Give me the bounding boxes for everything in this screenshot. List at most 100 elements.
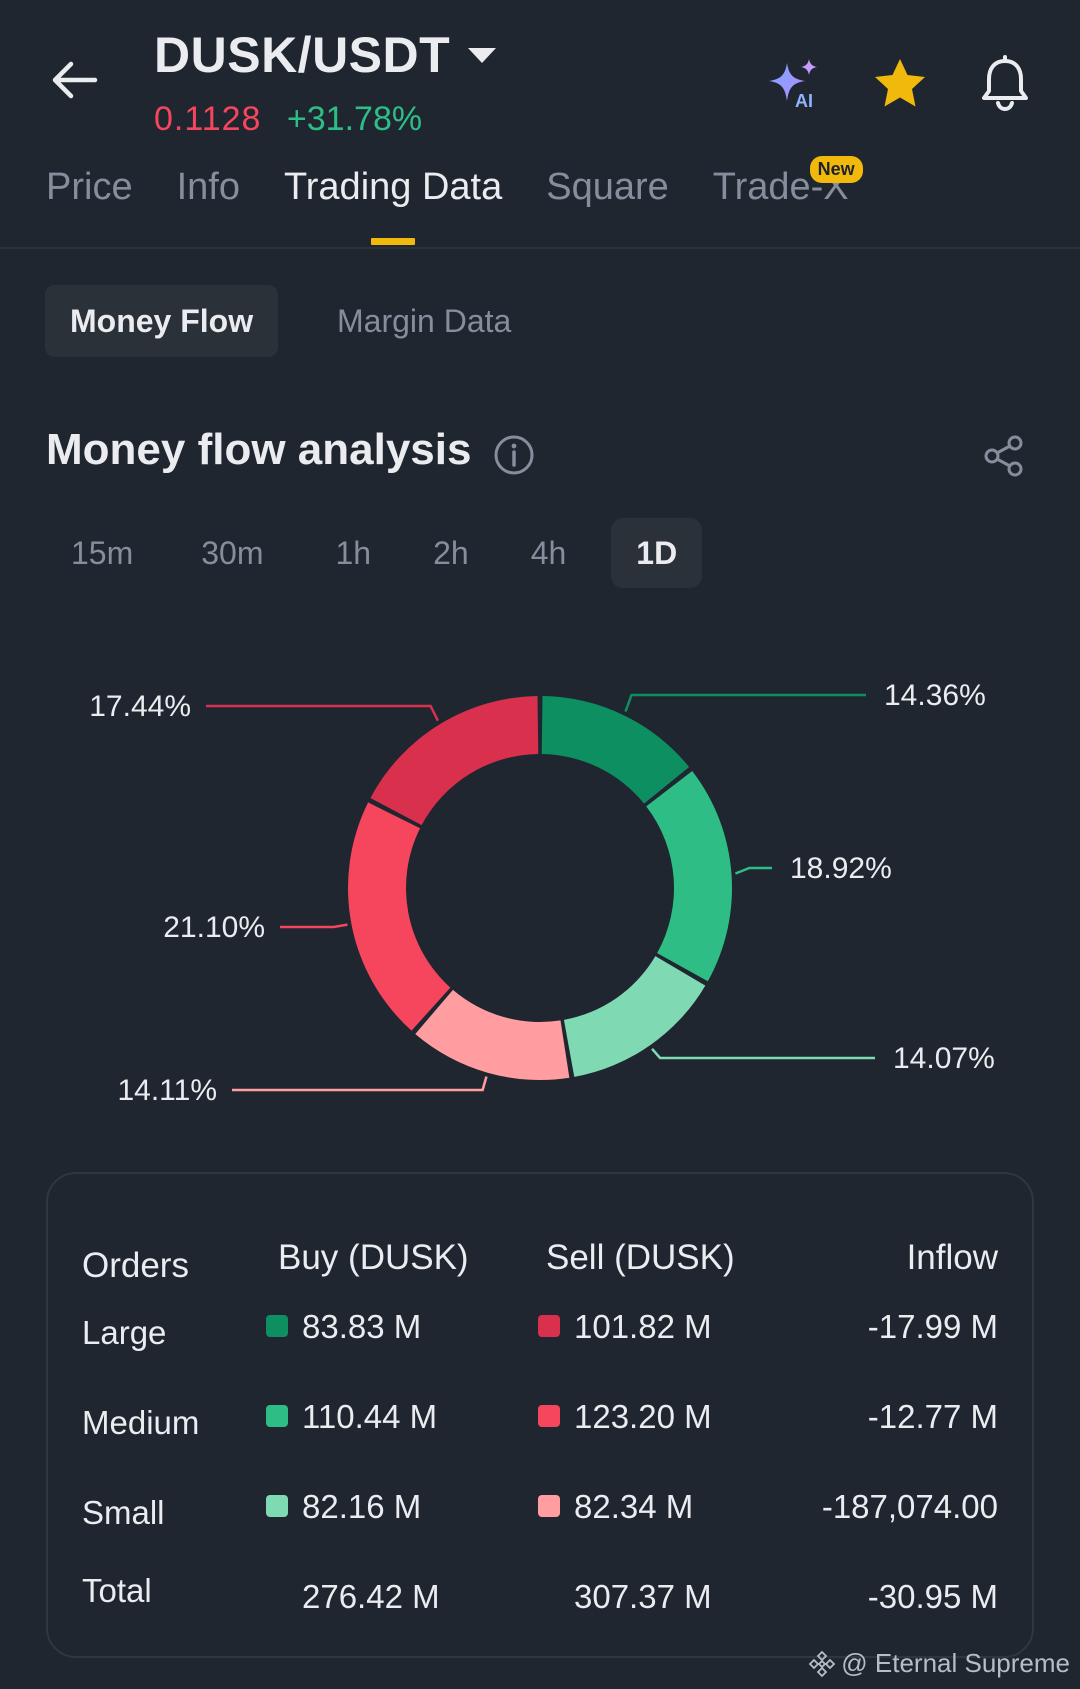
interval-30m[interactable]: 30m (176, 518, 288, 588)
donut-leader-line (735, 866, 772, 875)
donut-slice-label: 18.92% (790, 852, 892, 885)
pair-name: DUSK/USDT (154, 27, 451, 83)
interval-15m[interactable]: 15m (46, 518, 158, 588)
donut-chart: 14.36% 18.92% 14.07% 14.11% 21.10% 17.44% (89, 679, 995, 1107)
money-flow-table: Orders Buy (DUSK) Sell (DUSK) Inflow Lar… (46, 1172, 1034, 1658)
svg-text:AI: AI (795, 91, 813, 111)
tab-trade-x[interactable]: Trade-X New (713, 156, 863, 209)
row-label-medium: Medium (82, 1404, 200, 1441)
pair-selector[interactable]: DUSK/USDT (154, 26, 497, 84)
donut-slice-label: 14.07% (893, 1042, 995, 1075)
buy-total: 276.42 M (302, 1578, 440, 1615)
donut-leader-line (624, 693, 866, 713)
header-buy: Buy (DUSK) (278, 1238, 469, 1277)
section-title: Money flow analysis (46, 425, 472, 474)
caret-down-icon (468, 47, 497, 63)
ai-button[interactable]: AI (760, 48, 830, 118)
inflow-total: -30.95 M (867, 1578, 998, 1615)
donut-slice (541, 696, 690, 804)
buy-medium-value: 110.44 M (302, 1398, 438, 1435)
buy-medium: 110.44 M (266, 1398, 437, 1436)
row-label-small: Small (82, 1494, 165, 1531)
donut-slice-label: 17.44% (89, 690, 191, 723)
tab-info[interactable]: Info (177, 166, 240, 209)
donut-slice (415, 989, 570, 1080)
price-row: 0.1128 +31.78% (154, 100, 422, 139)
row-label-large: Large (82, 1314, 167, 1351)
favorite-button[interactable] (865, 48, 935, 118)
sell-total: 307.37 M (574, 1578, 712, 1615)
buy-small: 82.16 M (266, 1488, 421, 1526)
active-tab-indicator (371, 238, 416, 245)
tabs-divider (0, 247, 1080, 249)
donut-slice (646, 770, 732, 982)
buy-small-value: 82.16 M (302, 1488, 422, 1525)
sell-medium-swatch (538, 1405, 560, 1428)
inflow-large: -17.99 M (867, 1308, 998, 1345)
interval-4h[interactable]: 4h (506, 518, 592, 588)
interval-label: 1D (636, 534, 678, 571)
segment-label: Money Flow (70, 302, 254, 339)
sell-small-swatch (538, 1495, 560, 1518)
tab-label: Trading Data (283, 166, 503, 208)
share-icon[interactable] (982, 434, 1026, 478)
inflow-small: -187,074.00 (821, 1488, 998, 1525)
back-button[interactable] (46, 52, 102, 108)
sell-medium-value: 123.20 M (574, 1398, 712, 1435)
star-icon (875, 59, 925, 107)
tab-price[interactable]: Price (46, 166, 133, 209)
segment-margin-data[interactable]: Margin Data (312, 285, 536, 357)
buy-large-value: 83.83 M (302, 1308, 422, 1345)
info-icon[interactable] (493, 434, 535, 476)
price-change: +31.78% (286, 100, 423, 138)
tab-trading-data[interactable]: Trading Data (283, 166, 503, 245)
tab-label: Price (46, 166, 133, 208)
money-flow-donut: 14.36% 18.92% 14.07% 14.11% 21.10% 17.44% (0, 660, 1080, 1120)
sell-large-swatch (538, 1315, 560, 1338)
donut-slice (348, 802, 451, 1031)
last-price: 0.1128 (154, 100, 262, 138)
donut-slice-label: 14.36% (884, 679, 986, 712)
buy-large: 83.83 M (266, 1308, 421, 1346)
segment-money-flow[interactable]: Money Flow (45, 285, 279, 357)
donut-slice (370, 696, 539, 826)
interval-label: 30m (201, 534, 264, 571)
header-orders: Orders (82, 1246, 189, 1285)
tab-square[interactable]: Square (546, 166, 669, 209)
row-label-total: Total (82, 1572, 152, 1609)
segment-label: Margin Data (337, 302, 512, 339)
tab-label: Square (546, 166, 669, 208)
buy-large-swatch (266, 1315, 288, 1338)
sell-small: 82.34 M (538, 1488, 693, 1526)
interval-label: 4h (530, 534, 567, 571)
interval-2h[interactable]: 2h (408, 518, 494, 588)
buy-small-swatch (266, 1495, 288, 1518)
bell-icon (982, 55, 1028, 111)
interval-label: 1h (335, 534, 372, 571)
header-inflow: Inflow (906, 1238, 998, 1277)
interval-1d[interactable]: 1D (611, 518, 703, 588)
header-sell: Sell (DUSK) (546, 1238, 735, 1277)
donut-leader-line (206, 704, 440, 722)
donut-leader-line (651, 1047, 875, 1060)
ai-sparkle-icon: AI (769, 59, 817, 111)
back-arrow-icon (52, 61, 98, 99)
interval-selector: 15m 30m 1h 2h 4h 1D (46, 518, 703, 588)
sell-large: 101.82 M (538, 1308, 712, 1346)
donut-leader-line (280, 923, 348, 929)
sell-medium: 123.20 M (538, 1398, 712, 1436)
inflow-medium: -12.77 M (867, 1398, 998, 1435)
interval-1h[interactable]: 1h (311, 518, 397, 588)
donut-leader-line (232, 1076, 488, 1092)
alert-button[interactable] (970, 48, 1040, 118)
donut-slice-label: 14.11% (117, 1074, 217, 1107)
sell-large-value: 101.82 M (574, 1308, 712, 1345)
interval-label: 15m (71, 534, 134, 571)
watermark: @ Eternal Supreme (807, 1648, 1070, 1679)
tab-label: Info (176, 166, 240, 208)
watermark-text: @ Eternal Supreme (841, 1648, 1070, 1678)
new-badge: New (809, 156, 863, 183)
interval-label: 2h (433, 534, 469, 571)
main-tabs: Price Info Trading Data Square Trade-X Ne… (46, 156, 893, 245)
